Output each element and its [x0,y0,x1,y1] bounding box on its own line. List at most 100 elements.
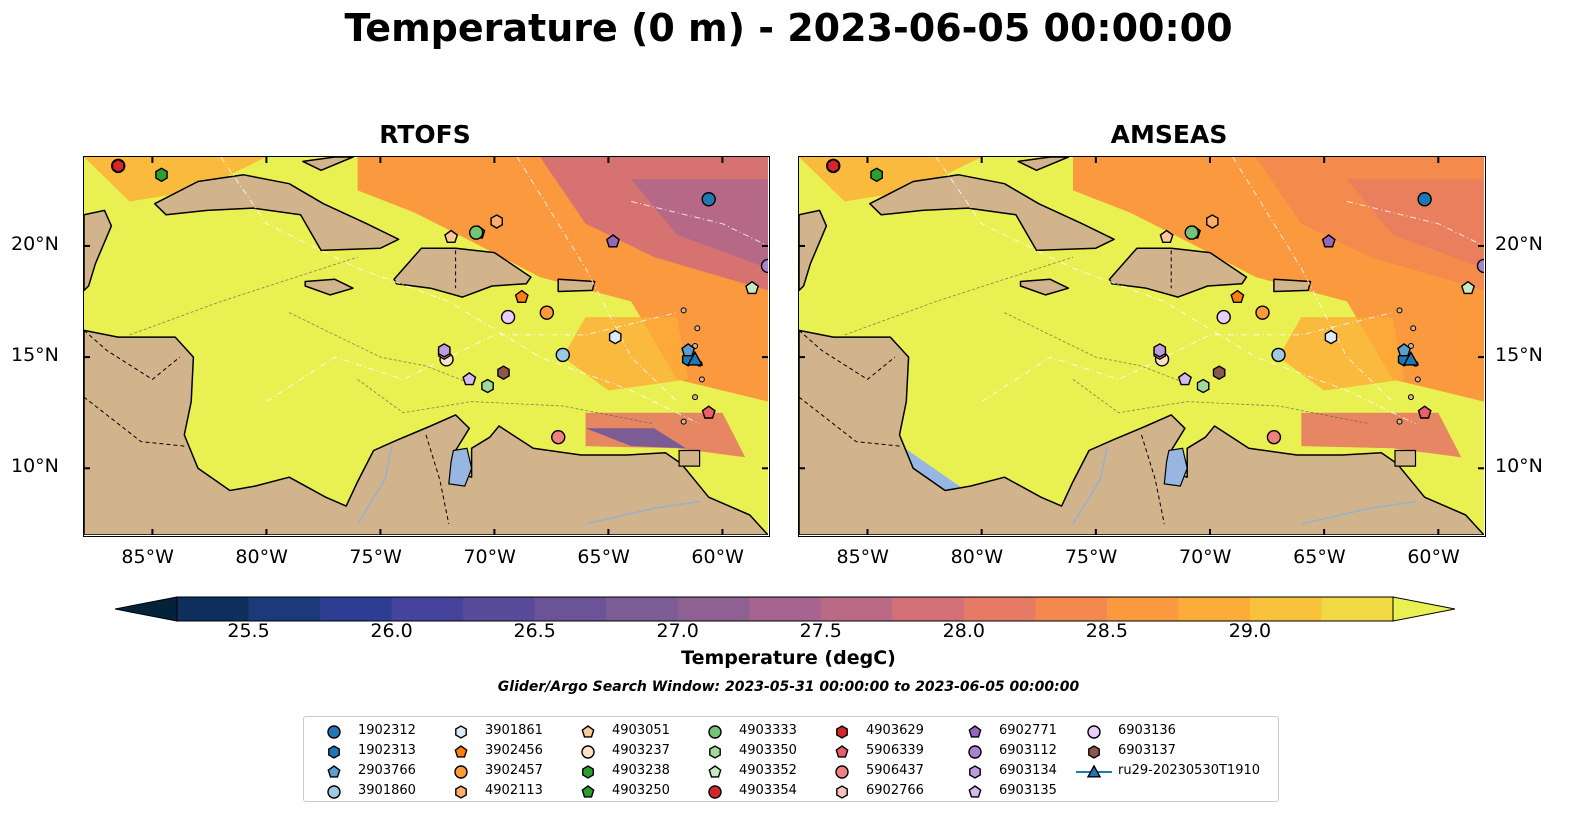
legend-marker-circle-icon [835,765,849,779]
float-marker-6903135 [1177,372,1192,386]
float-marker-6903135 [462,372,477,386]
colorbar-label: Temperature (degC) [681,647,896,669]
lon-tick-label: 65°W [1293,546,1346,568]
colorbar-bin [1035,597,1108,621]
legend: 1902312 1902313 2903766 3901860 3901861 39024… [303,716,1279,802]
legend-label: 6903134 [999,763,1057,778]
float-marker-4903629 [111,158,125,174]
float-marker-5906437 [1266,429,1282,445]
legend-label: 4903051 [612,723,670,738]
float-marker-4902113 [490,214,503,229]
legend-label: 4903250 [612,783,670,798]
colorbar-bin [1178,597,1251,621]
float-marker-6903112 [1476,258,1485,274]
colorbar-extend-low [115,596,178,622]
legend-label: 6903135 [999,783,1057,798]
legend-label: 5906437 [866,763,924,778]
colorbar-bin [749,597,822,621]
lat-tick-label: 10°N [1495,455,1543,478]
legend-marker-circle-icon [327,725,341,739]
colorbar-bin [820,597,893,621]
legend-label: 1902312 [358,723,416,738]
lat-tick-label: 20°N [11,232,59,255]
figure-title: Temperature (0 m) - 2023-06-05 00:00:00 [344,6,1233,50]
lon-tick-label: 85°W [836,546,889,568]
lon-tick-label: 75°W [1064,546,1118,568]
float-marker-3902457 [539,305,555,320]
float-marker-4903238 [155,167,168,183]
legend-marker-hexagon-icon [455,725,467,739]
colorbar-tick-label: 27.5 [799,620,842,642]
float-marker-3902456 [1230,289,1245,304]
legend-label: ru29-20230530T1910 [1118,763,1261,778]
colorbar [115,596,1455,622]
panel-title-amseas: AMSEAS [1110,120,1228,149]
float-marker-4903051 [444,229,459,244]
float-marker-6903136 [1216,309,1231,325]
float-marker-4903350 [1196,378,1210,394]
rtofs-map-canvas [84,157,769,536]
lon-tick-label: 75°W [349,546,402,568]
glider-marker [686,350,704,366]
colorbar-tick-label: 29.0 [1228,620,1272,642]
legend-label: 3901860 [358,783,416,798]
float-marker-6903112 [760,258,769,274]
lon-tick-label: 80°W [235,546,288,568]
colorbar-bin [1321,597,1394,621]
legend-marker-hexagon-icon [582,765,594,779]
lon-tick-label: 70°W [1179,546,1232,568]
float-marker-3901861 [608,329,622,345]
legend-marker-hexagon-icon [455,785,467,799]
legend-marker-circle-icon [454,765,468,779]
panel-title-rtofs: RTOFS [379,120,471,149]
float-marker-4903352 [1460,280,1476,295]
lat-tick-label: 20°N [1495,232,1543,255]
lon-tick-label: 85°W [121,546,174,568]
legend-marker-hexagon-icon [969,765,981,779]
legend-label: 3902457 [485,763,543,778]
float-marker-4903051 [1159,229,1174,244]
colorbar-bin [177,597,250,621]
legend-label: 4903238 [612,763,670,778]
legend-marker-hexagon-icon [836,785,848,799]
legend-label: 3902456 [485,743,543,758]
colorbar-bin [320,597,393,621]
legend-label: 4903629 [866,723,924,738]
rtofs-map [83,156,770,537]
glider-marker [1402,350,1420,366]
legend-label: 1902313 [358,743,416,758]
colorbar-tick-label: 26.5 [513,620,556,642]
legend-label: 4903352 [739,763,797,778]
legend-marker-circle-icon [708,725,722,739]
colorbar-bin [1249,597,1322,621]
colorbar-extend-high [1392,596,1455,622]
legend-marker-circle-icon [708,785,722,799]
float-marker-6902771 [1321,234,1336,248]
colorbar-bin [534,597,607,621]
legend-marker-circle-icon [968,745,982,759]
legend-marker-pentagon-icon [581,785,595,798]
float-marker-5906339 [1417,405,1432,419]
lon-tick-label: 65°W [577,546,630,568]
legend-label: 4902113 [485,783,543,798]
legend-label: 6903112 [999,743,1057,758]
legend-label: 6902766 [866,783,924,798]
float-marker-4903333 [1184,225,1199,240]
float-marker-2903766 [681,343,696,357]
legend-marker-pentagon-icon [968,785,982,798]
amseas-map [798,156,1486,537]
float-marker-4903352 [745,280,760,295]
colorbar-bin [1106,597,1179,621]
float-marker-4903350 [481,378,494,394]
legend-marker-pentagon-icon [968,725,982,738]
float-marker-6903137 [1212,365,1226,381]
lat-tick-label: 15°N [1495,344,1543,367]
float-marker-4903333 [468,225,484,240]
legend-label: 4903354 [739,783,797,798]
legend-label: 6903136 [1118,723,1176,738]
colorbar-tick-label: 25.5 [227,620,270,642]
colorbar-bin [606,597,679,621]
float-marker-6903134 [437,343,451,358]
legend-marker-pentagon-icon [327,765,341,778]
legend-marker-circle-icon [581,745,595,759]
